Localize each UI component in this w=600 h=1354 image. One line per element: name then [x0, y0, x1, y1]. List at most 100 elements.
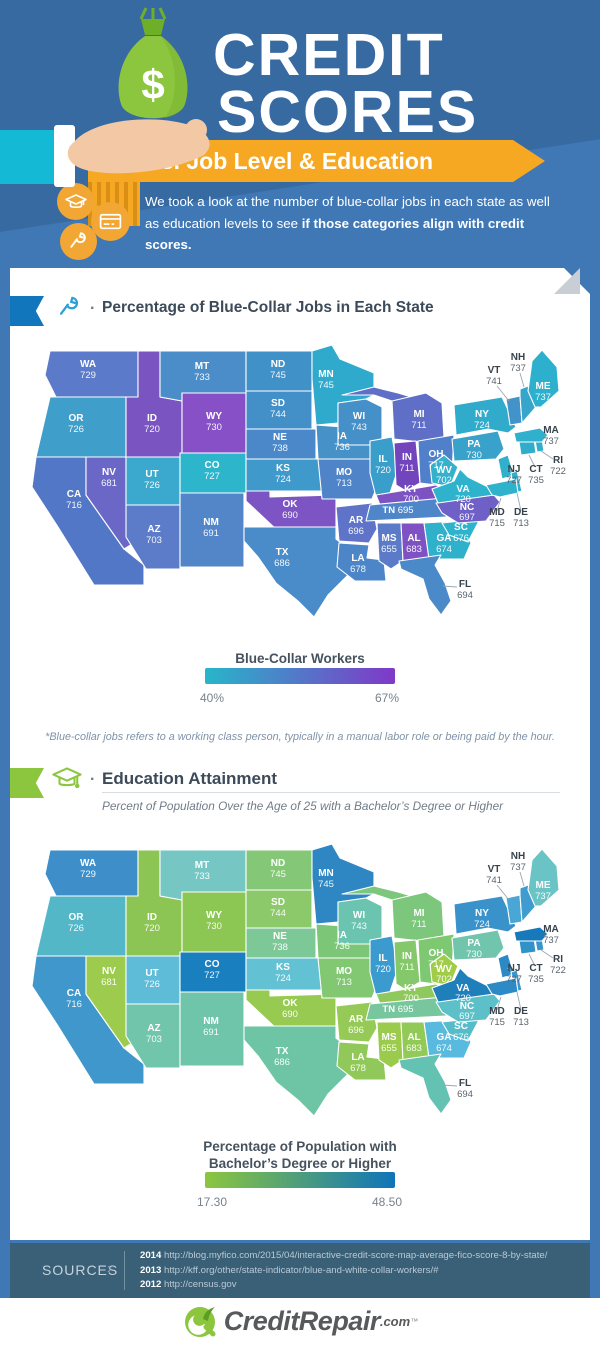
leader-line-NJ [506, 468, 512, 472]
state-shape-MO [317, 957, 377, 999]
state-shape-WV [429, 953, 459, 987]
leader-line-RI [540, 949, 554, 959]
state-abbr-SD: SD [271, 398, 285, 409]
state-shape-AR [335, 502, 378, 544]
creditrepair-logo: CreditRepair .com ™ [0, 1303, 600, 1339]
intro-line-2-bold: if those categories align with credit sc… [145, 215, 525, 253]
state-score-DE: 713 [513, 518, 529, 529]
state-shape-ME [527, 349, 560, 408]
state-score-UT: 726 [144, 979, 160, 990]
state-score-NV: 681 [101, 478, 117, 489]
source-item: 2012 http://census.gov [140, 1278, 547, 1293]
state-shape-AZ [125, 1003, 181, 1069]
state-shape-IN [393, 939, 421, 991]
state-label-TN: TN 695 [382, 1004, 413, 1015]
state-score-IA: 736 [334, 442, 350, 453]
state-score-ID: 720 [144, 923, 160, 934]
state-abbr-IL: IL [379, 953, 388, 964]
state-abbr-UT: UT [145, 968, 158, 979]
state-score-NE: 738 [272, 443, 288, 454]
state-score-OK: 690 [282, 1009, 298, 1020]
state-abbr-OR: OR [69, 912, 85, 923]
state-shape-TN [365, 995, 455, 1021]
state-score-NM: 691 [203, 1027, 219, 1038]
state-label-TN: TN 695 [382, 505, 413, 516]
state-abbr-AL: AL [407, 1032, 420, 1043]
graduation-cap-icon [52, 767, 82, 789]
title-line-1: CREDIT [213, 22, 445, 88]
education-section-subtitle: Percent of Population Over the Age of 25… [102, 799, 504, 813]
state-score-WV: 702 [436, 475, 452, 486]
state-abbr-NE: NE [273, 432, 287, 443]
state-score-MT: 733 [194, 871, 210, 882]
state-score-RI: 722 [550, 466, 566, 477]
state-shape-MO [317, 458, 377, 500]
state-abbr-ND: ND [271, 359, 285, 370]
state-abbr-VA: VA [456, 983, 469, 994]
state-score-CT: 735 [528, 974, 544, 985]
state-score-SD: 744 [270, 409, 286, 420]
jobs-legend-title: Blue-Collar Workers [235, 651, 365, 666]
state-score-IN: 711 [399, 463, 414, 474]
state-abbr-NC: NC [460, 1001, 474, 1012]
state-abbr-VT: VT [488, 864, 501, 875]
state-score-NJ: 727 [506, 974, 522, 985]
state-abbr-WA: WA [80, 858, 96, 869]
intro-line-2: as education levels to see [145, 215, 302, 231]
state-score-OR: 726 [68, 923, 84, 934]
leader-line-MA [543, 434, 548, 439]
state-score-MN: 745 [318, 380, 334, 391]
chevron-right-icon: › [107, 1260, 112, 1277]
state-shape-PA [451, 430, 505, 462]
state-abbr-WY: WY [206, 910, 222, 921]
state-abbr-GA: GA [437, 1032, 452, 1043]
money-bag-icon: $ [118, 7, 188, 119]
state-abbr-NM: NM [203, 1016, 219, 1027]
state-abbr-MI: MI [413, 908, 424, 919]
state-score-GA: 674 [436, 544, 452, 555]
state-score-ID: 720 [144, 424, 160, 435]
graduation-cap-icon [57, 183, 94, 220]
state-abbr-GA: GA [437, 533, 452, 544]
state-abbr-CO: CO [205, 959, 220, 970]
state-shape-MS [376, 522, 404, 570]
section-bullet: · [90, 300, 96, 317]
leader-line-MD [496, 497, 502, 512]
state-shape-WA [44, 849, 139, 897]
state-abbr-KY: KY [404, 484, 418, 495]
state-score-CA: 716 [66, 500, 82, 511]
education-legend-min: 17.30 [196, 1195, 228, 1209]
state-shape-IN [393, 440, 421, 492]
jobs-legend-max: 67% [374, 691, 400, 705]
state-abbr-VT: VT [488, 365, 501, 376]
leader-line-VT [496, 884, 510, 901]
leader-line-DE [516, 492, 522, 512]
state-shape-TN [365, 496, 455, 522]
state-abbr-MI: MI [413, 409, 424, 420]
state-abbr-PA: PA [467, 439, 480, 450]
jobs-choropleth-map: CA 716 OR 726 WA 729 NV 681 ID 720 MT 733 WY 730 UT 726… [30, 344, 570, 623]
state-score-UT: 726 [144, 480, 160, 491]
state-score-VA: 720 [455, 494, 471, 505]
state-abbr-AR: AR [349, 515, 364, 526]
state-abbr-IN: IN [402, 452, 412, 463]
state-score-VT: 741 [486, 376, 502, 387]
state-score-AR: 696 [348, 1025, 364, 1036]
state-abbr-AR: AR [349, 1014, 364, 1025]
education-choropleth-map: CA 716 OR 726 WA 729 NV 681 ID 720 MT 733 WY 730 UT 726… [30, 843, 570, 1122]
state-shape-NY [453, 895, 517, 935]
state-abbr-FL: FL [459, 579, 471, 590]
sources-bar: SOURCES › 2014 http://blog.myfico.com/20… [10, 1243, 590, 1298]
state-shape-PA [451, 929, 505, 961]
source-item: 2013 http://kff.org/other/state-indicato… [140, 1264, 547, 1279]
state-shape-MS [376, 1021, 404, 1069]
state-score-NC: 697 [459, 512, 475, 523]
state-score-CO: 727 [204, 970, 220, 981]
state-score-IA: 736 [334, 941, 350, 952]
education-legend-gradient-bar [205, 1172, 395, 1188]
state-abbr-FL: FL [459, 1078, 471, 1089]
state-score-NY: 724 [474, 919, 490, 930]
state-shape-LA [336, 542, 387, 582]
state-abbr-ID: ID [147, 912, 157, 923]
